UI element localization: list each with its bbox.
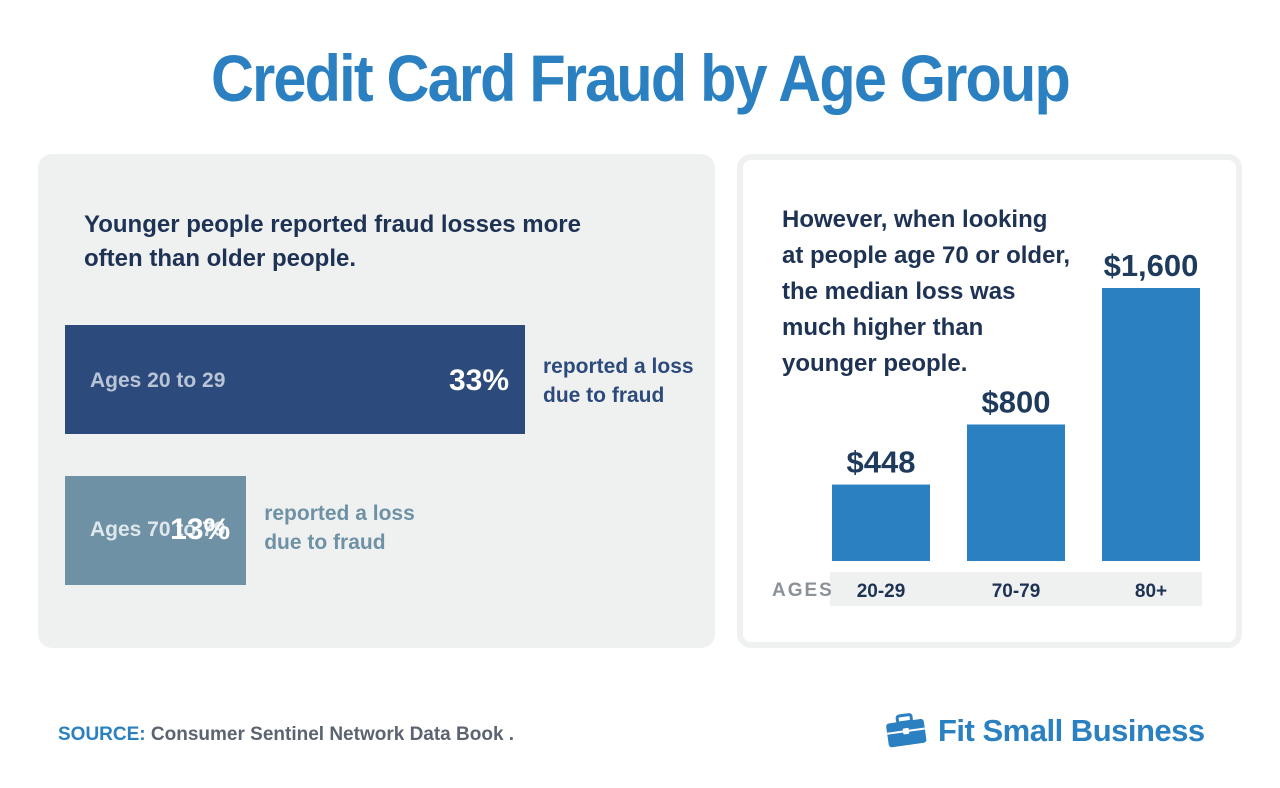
- bar-value-ages-20-29: 33%: [448, 364, 509, 397]
- bar-ages-70-79: [65, 476, 247, 585]
- age-axis-strip: [830, 572, 1202, 606]
- briefcase-icon: [886, 713, 927, 748]
- bar-label-ages-70-79: Ages 70 to 79: [90, 518, 226, 541]
- source-text: Consumer Sentinel Network Data Book .: [145, 724, 515, 745]
- source-line: SOURCE: Consumer Sentinel Network Data B…: [58, 724, 514, 746]
- brand-logo: Fit Small Business: [884, 712, 1205, 750]
- age-tick-label-0: 20-29: [857, 581, 906, 602]
- bar-note-ages-20-29: reported a loss due to fraud: [543, 355, 694, 407]
- median-loss-bar-0: [832, 484, 930, 561]
- median-loss-value-label-0: $448: [847, 445, 916, 480]
- median-loss-bar-1: [967, 424, 1065, 561]
- bar-ages-20-29: [65, 325, 525, 434]
- median-loss-value-label-1: $800: [982, 385, 1051, 420]
- median-loss-value-label-2: $1,600: [1104, 248, 1199, 283]
- age-tick-label-1: 70-79: [992, 581, 1041, 602]
- brand-name: Fit Small Business: [938, 713, 1205, 748]
- right-panel-heading: However, when looking at people age 70 o…: [782, 206, 1071, 377]
- bar-note-ages-70-79: reported a loss due to fraud: [264, 502, 415, 554]
- page-title: Credit Card Fraud by Age Group: [211, 41, 1071, 115]
- bar-value-ages-70-79: 13%: [170, 513, 231, 546]
- median-loss-bar-2: [1102, 288, 1200, 561]
- source-key: SOURCE:: [58, 724, 146, 745]
- age-axis-label: AGES: [772, 580, 834, 601]
- bar-label-ages-20-29: Ages 20 to 29: [90, 369, 226, 392]
- age-tick-label-2: 80+: [1135, 581, 1167, 602]
- left-panel-heading: Younger people reported fraud losses mor…: [84, 211, 581, 272]
